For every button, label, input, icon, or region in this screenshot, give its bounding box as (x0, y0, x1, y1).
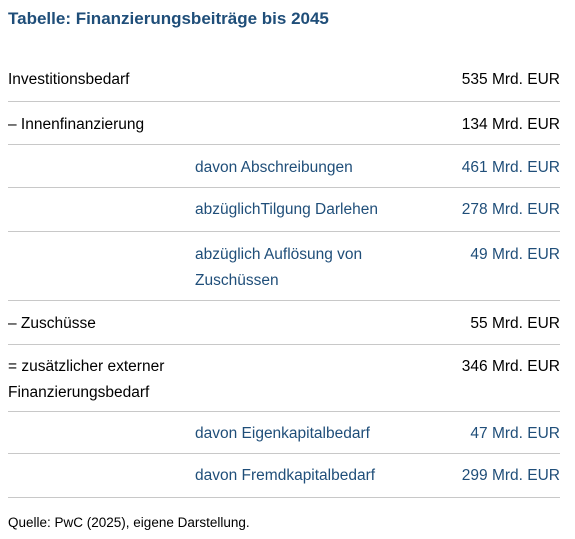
row-value: 346 Mrd. EUR (461, 358, 560, 375)
row-value: 535 Mrd. EUR (461, 71, 560, 88)
row-value: 134 Mrd. EUR (461, 116, 560, 133)
row-value: 278 Mrd. EUR (461, 201, 560, 218)
row-value: 299 Mrd. EUR (461, 467, 560, 484)
source-note: Quelle: PwC (2025), eigene Darstellung. (8, 515, 250, 530)
row-label: abzüglichTilgung Darlehen (195, 201, 378, 218)
table-row-tilgung-darlehen: abzüglichTilgung Darlehen 278 Mrd. EUR (8, 188, 560, 232)
table-row-zuschuesse: – Zuschüsse 55 Mrd. EUR (8, 301, 560, 345)
row-label: davon Eigenkapitalbedarf (195, 425, 370, 442)
table-title: Tabelle: Finanzierungsbeiträge bis 2045 (8, 9, 329, 28)
table-row-innenfinanzierung: – Innenfinanzierung 134 Mrd. EUR (8, 102, 560, 145)
row-label: davon Abschreibungen (195, 159, 353, 176)
row-label: – Innenfinanzierung (8, 116, 145, 133)
table-row-fremdkapitalbedarf: davon Fremdkapitalbedarf 299 Mrd. EUR (8, 454, 560, 498)
row-label: = zusätzlicher externer Finanzierungsbed… (8, 358, 165, 401)
table-row-externer-finanzierungsbedarf: = zusätzlicher externer Finanzierungsbed… (8, 345, 560, 412)
row-value: 461 Mrd. EUR (461, 159, 560, 176)
table-row-eigenkapitalbedarf: davon Eigenkapitalbedarf 47 Mrd. EUR (8, 412, 560, 454)
row-value: 55 Mrd. EUR (470, 315, 560, 332)
table-row-abschreibungen: davon Abschreibungen 461 Mrd. EUR (8, 145, 560, 188)
financing-table: Investitionsbedarf 535 Mrd. EUR – Innenf… (8, 58, 560, 498)
row-label: – Zuschüsse (8, 315, 96, 332)
table-row-investitionsbedarf: Investitionsbedarf 535 Mrd. EUR (8, 58, 560, 102)
row-value: 49 Mrd. EUR (470, 246, 560, 263)
row-label: abzüglich Auflösung von Zuschüssen (195, 246, 363, 289)
row-label: Investitionsbedarf (8, 71, 130, 88)
table-row-aufloesung-zuschuesse: abzüglich Auflösung von Zuschüssen 49 Mr… (8, 232, 560, 301)
row-label: davon Fremdkapitalbedarf (195, 467, 376, 484)
row-value: 47 Mrd. EUR (470, 425, 560, 442)
